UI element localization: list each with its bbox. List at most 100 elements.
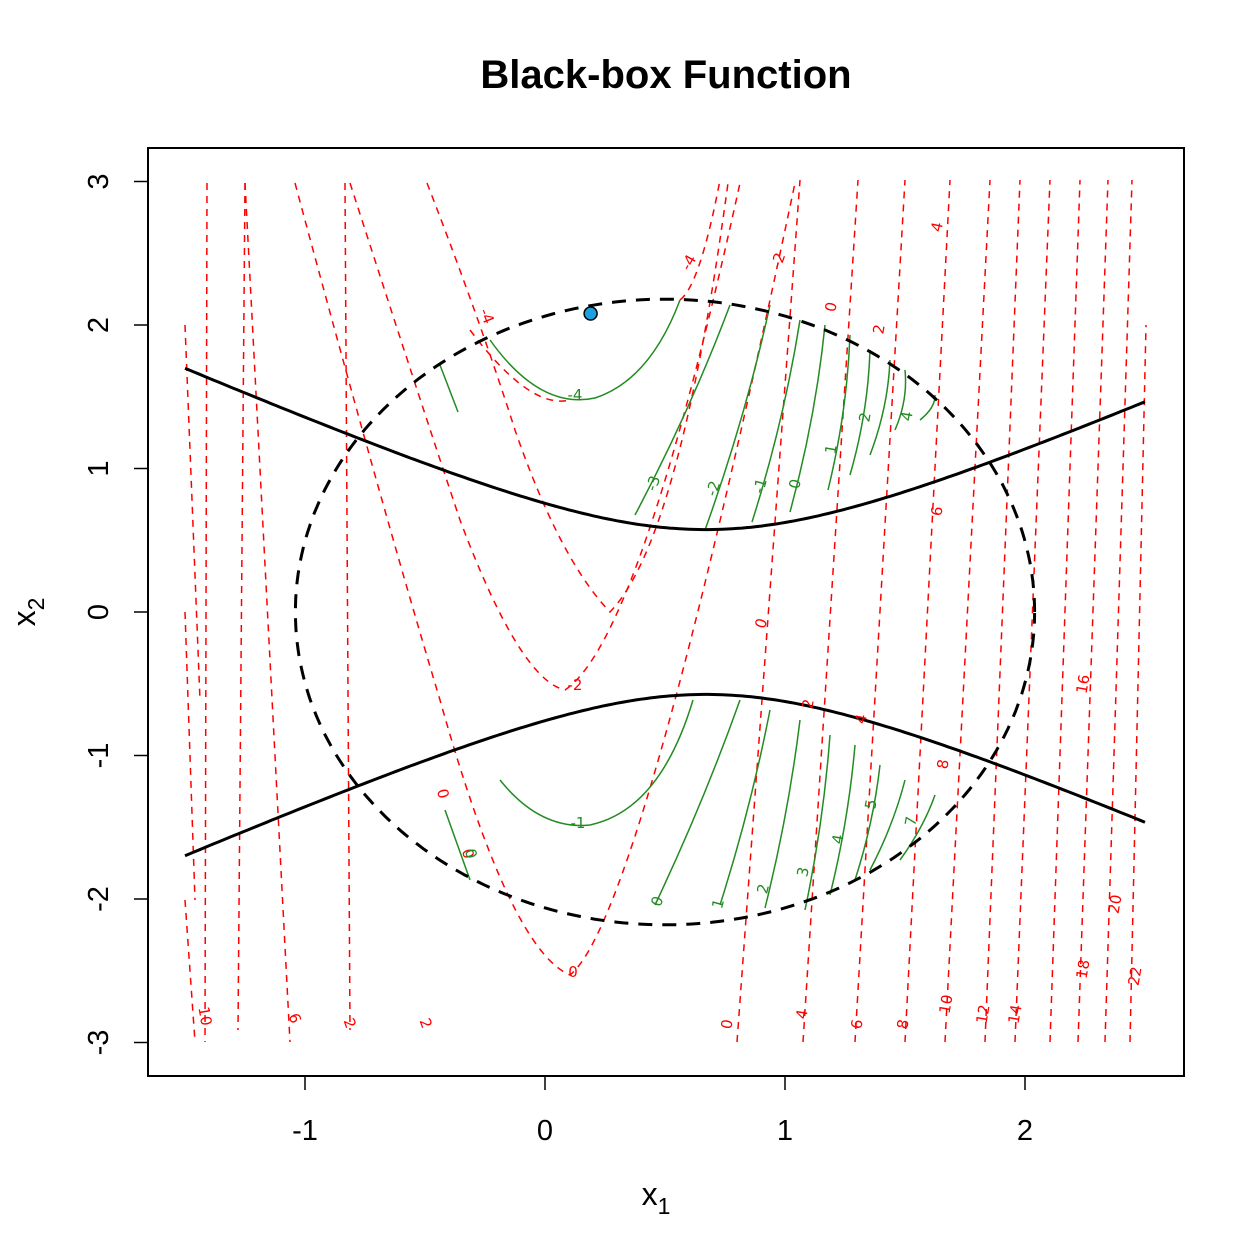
feasible-contour-label: 0 xyxy=(647,894,667,909)
feasible-contour-line xyxy=(751,319,801,523)
constraint-boundaries xyxy=(184,297,1146,927)
chart-title: Black-box Function xyxy=(480,53,851,97)
objective-contour-label: 2 xyxy=(869,323,888,336)
objective-contour-label: 2 xyxy=(798,697,818,710)
objective-contour-label: 0 xyxy=(458,847,478,861)
objective-contour-label: 6 xyxy=(285,1011,305,1026)
objective-contour-label: 4 xyxy=(792,1008,811,1021)
objective-contour-line xyxy=(679,179,721,301)
feasible-contour-line xyxy=(499,699,694,827)
objective-contour-label: 4 xyxy=(927,220,947,233)
y-tick-label: 0 xyxy=(83,604,115,620)
feasible-contour-label: -3 xyxy=(642,473,664,493)
feasible-contour-label: -1 xyxy=(750,476,771,495)
objective-contour-label: 10 xyxy=(194,1005,215,1027)
objective-contour-label: 0 xyxy=(433,787,453,801)
objective-contour-line xyxy=(244,182,291,1043)
objective-contour-line xyxy=(184,611,196,901)
y-tick-label: -1 xyxy=(83,743,115,769)
objective-contour-label: 22 xyxy=(1125,965,1146,987)
y-axis-label-base: x xyxy=(6,610,42,626)
objective-contour-label: -4 xyxy=(475,306,497,327)
objective-contour-line xyxy=(426,182,729,614)
feasible-contour-line xyxy=(764,719,801,909)
y-tick-label: 2 xyxy=(83,317,115,333)
objective-contour-label: 8 xyxy=(893,1018,912,1031)
objective-contours xyxy=(184,179,1147,1043)
x-axis-label: x1 xyxy=(642,1176,671,1219)
objective-contour-line xyxy=(344,182,351,1031)
objective-contour-line xyxy=(904,179,951,1043)
objective-contour-label: -2 xyxy=(767,250,789,270)
x-axis-label-subscript: 1 xyxy=(658,1193,671,1219)
feasible-contour-label: 4 xyxy=(828,833,847,846)
feasible-contour-line xyxy=(704,304,771,531)
feasible-contour-label: -1 xyxy=(571,814,586,832)
objective-contour-line xyxy=(294,182,796,976)
objective-contour-label: 4 xyxy=(851,712,871,725)
constraint-boundary-lower xyxy=(184,692,1146,858)
feasible-contour-label: 5 xyxy=(861,798,880,811)
feasible-contour-line xyxy=(804,734,831,911)
feasible-contour-label: -4 xyxy=(568,386,583,404)
feasible-contour-line xyxy=(829,744,856,896)
objective-contour-line xyxy=(1077,179,1109,1043)
x-tick-label: 2 xyxy=(1017,1115,1033,1147)
feasible-contour-line xyxy=(439,364,459,413)
x-tick-label: 0 xyxy=(537,1115,553,1147)
objective-contour-line xyxy=(984,179,1021,1043)
feasible-contour-label: 1 xyxy=(821,443,840,456)
feasible-contour-line xyxy=(719,709,771,906)
y-tick-label: 1 xyxy=(83,460,115,476)
sampled-points xyxy=(583,306,598,321)
feasible-contour-line xyxy=(894,369,907,431)
objective-contour-line xyxy=(184,899,196,1043)
feasible-contour-line xyxy=(444,809,471,881)
objective-contour-line xyxy=(469,329,571,402)
objective-contour-label: 16 xyxy=(1073,673,1094,695)
plot-frame xyxy=(147,147,1185,1077)
objective-contour-line xyxy=(736,179,801,1043)
objective-contour-label: 10 xyxy=(936,993,957,1015)
objective-contour-label: 0 xyxy=(821,300,841,313)
objective-contour-line xyxy=(237,182,246,1031)
objective-contour-label: 0 xyxy=(717,1018,736,1031)
y-axis: -3 -2 -1 0 1 2 3 xyxy=(83,173,149,1055)
x-axis-label-base: x xyxy=(642,1176,658,1212)
y-axis-label-subscript: 2 xyxy=(23,598,49,611)
y-tick-label: -2 xyxy=(83,886,115,912)
feasible-contour-labels: -4 -3 -2 -1 0 1 2 4 -1 0 0 1 2 3 4 5 7 xyxy=(461,386,921,911)
feasible-contour-line xyxy=(869,779,906,871)
feasible-contour-label: -2 xyxy=(702,479,724,499)
feasible-contour-label: 1 xyxy=(708,897,728,911)
objective-contour-line xyxy=(1014,179,1051,1043)
constraint-boundary-upper xyxy=(184,366,1146,532)
feasible-contour-line xyxy=(634,304,731,516)
objective-contour-line xyxy=(1049,179,1081,1043)
objective-contour-line xyxy=(1129,324,1147,1043)
sampled-point xyxy=(583,306,598,321)
objective-contour-label: 2 xyxy=(416,1016,436,1031)
feasible-contour-label: 0 xyxy=(785,477,805,490)
objective-contour-label: 6 xyxy=(927,505,946,518)
objective-contour-line xyxy=(184,324,201,701)
x-axis: -1 0 1 2 xyxy=(292,1075,1033,1147)
feasible-contour-line xyxy=(849,349,871,476)
feasible-contour-label: 4 xyxy=(897,410,916,423)
objective-contour-label: -4 xyxy=(677,252,700,274)
objective-contour-label: -2 xyxy=(568,676,583,694)
objective-contour-line xyxy=(1104,179,1133,1043)
feasible-contour-label: 7 xyxy=(901,815,920,828)
objective-contour-label: 18 xyxy=(1073,958,1094,980)
feasible-contour-line xyxy=(919,394,936,421)
objective-contour-label: 6 xyxy=(847,1018,866,1031)
feasible-contour-line xyxy=(869,359,891,456)
y-axis-label: x2 xyxy=(6,598,49,627)
feasible-contour-label: 3 xyxy=(793,865,813,878)
objective-contour-line xyxy=(944,179,991,1043)
feasible-contour-label: 2 xyxy=(855,411,874,424)
objective-contour-line xyxy=(854,179,906,1043)
feasible-contour-line xyxy=(654,699,741,906)
